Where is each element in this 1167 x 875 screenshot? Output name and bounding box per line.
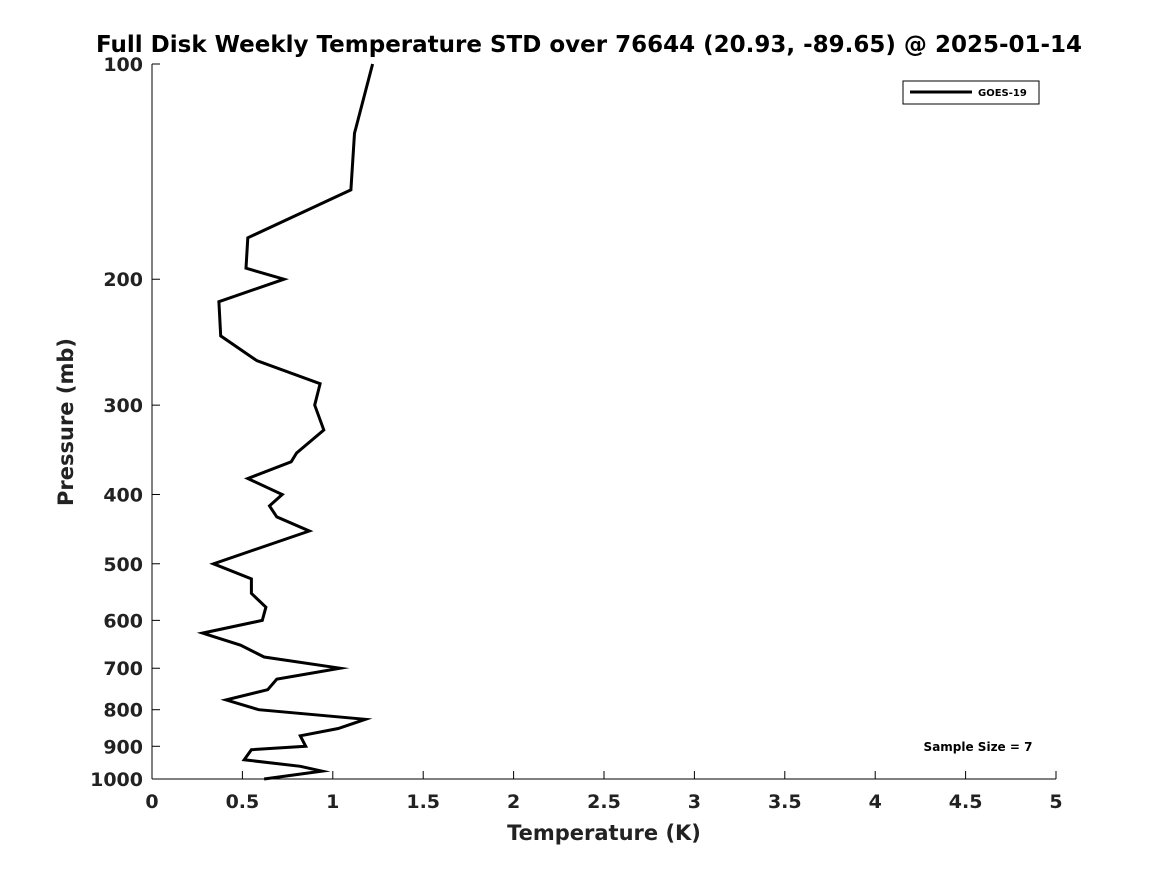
y-tick-label: 300: [103, 395, 143, 417]
x-tick-label: 5: [1049, 791, 1062, 813]
x-tick-label: 2: [507, 791, 520, 813]
chart-title: Full Disk Weekly Temperature STD over 76…: [96, 32, 1082, 58]
x-tick-label: 4.5: [949, 791, 983, 813]
y-tick-label: 700: [103, 658, 143, 680]
y-tick-label: 800: [103, 700, 143, 722]
y-tick-label: 500: [103, 554, 143, 576]
x-tick-label: 4: [869, 791, 882, 813]
series-line-goes-19: [196, 63, 375, 781]
y-axis-label: Pressure (mb): [54, 338, 78, 506]
y-tick-label: 200: [103, 269, 143, 291]
y-tick-label: 1000: [90, 769, 143, 791]
x-tick-label: 0: [145, 791, 158, 813]
x-tick-label: 1: [326, 791, 339, 813]
x-tick-label: 1.5: [406, 791, 440, 813]
x-tick-label: 3.5: [768, 791, 802, 813]
y-tick-label: 400: [103, 484, 143, 506]
y-tick-label: 600: [103, 610, 143, 632]
y-tick-label: 100: [103, 54, 143, 76]
y-ticks: 100 200 300 400 500 600 700 800 900 1000: [90, 54, 160, 791]
x-tick-label: 3: [688, 791, 701, 813]
x-tick-label: 0.5: [226, 791, 260, 813]
x-tick-label: 2.5: [587, 791, 621, 813]
plot-axes: [151, 64, 1056, 780]
series-layer: [196, 63, 375, 781]
x-ticks: 0 0.5 1 1.5 2 2.5 3 3.5 4 4.5 5: [145, 771, 1063, 813]
x-axis-label: Temperature (K): [507, 821, 701, 845]
sample-size-annotation: Sample Size = 7: [924, 740, 1033, 754]
legend: GOES-19: [902, 80, 1040, 105]
y-tick-label: 900: [103, 736, 143, 758]
legend-label-goes-19: GOES-19: [978, 88, 1027, 99]
